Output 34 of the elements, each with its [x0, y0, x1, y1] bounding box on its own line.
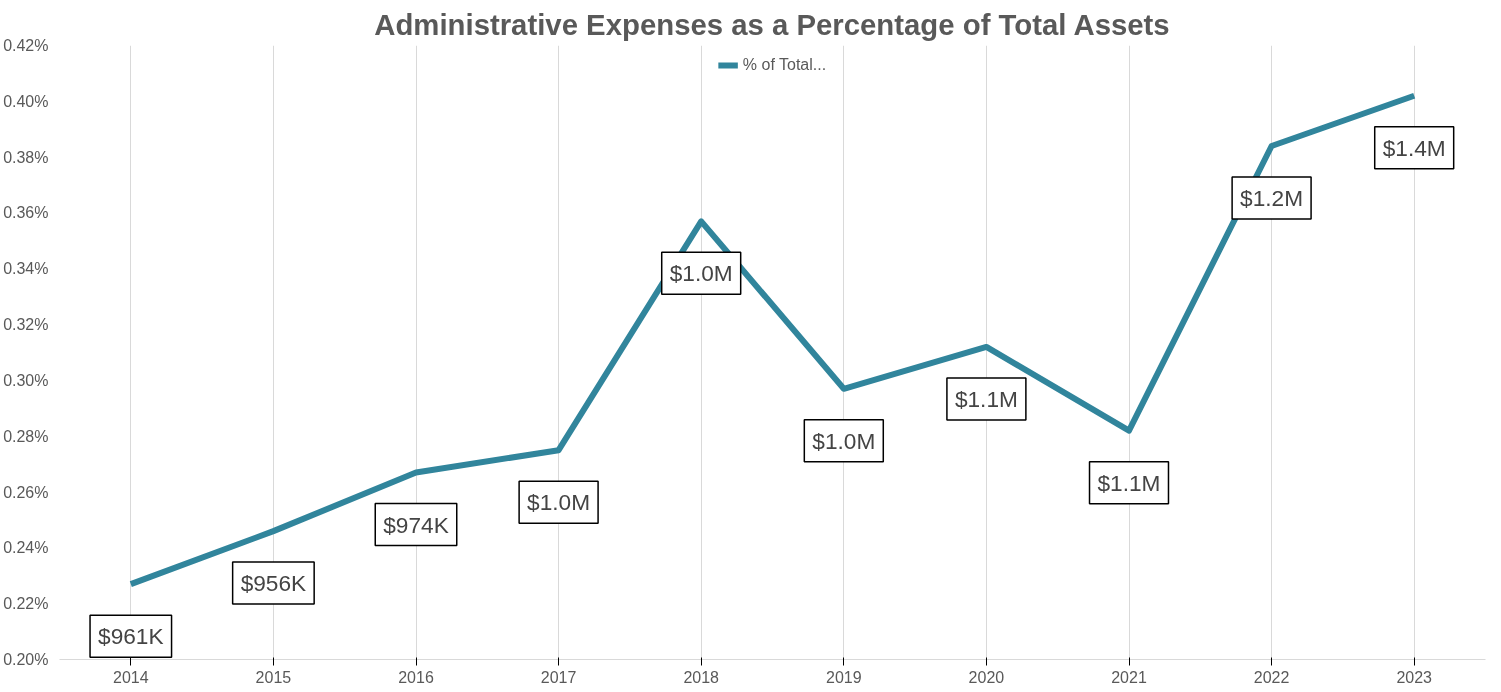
x-tick-label: 2018 — [683, 668, 720, 686]
y-tick-label: 0.36% — [3, 204, 49, 222]
annotation: $1.0M — [669, 260, 733, 287]
y-tick-label: 0.20% — [3, 651, 49, 668]
chart-title: Administrative Expenses as a Percentage of Total Assets — [374, 7, 1170, 41]
x-tick-label: 2014 — [113, 668, 149, 686]
y-tick-label: 0.30% — [3, 371, 49, 389]
annotation: $1.4M — [1382, 134, 1446, 161]
annotation: $956K — [240, 570, 307, 597]
y-tick-label: 0.38% — [3, 148, 49, 166]
x-tick-label: 2017 — [540, 668, 577, 686]
x-tick-label: 2016 — [398, 668, 434, 686]
y-tick-label: 0.28% — [3, 427, 49, 445]
x-tick-label: 2020 — [968, 668, 1005, 686]
annotation: $1.1M — [954, 385, 1018, 412]
legend-label: % of Total... — [742, 56, 827, 74]
y-tick-label: 0.32% — [3, 316, 49, 334]
y-tick-label: 0.22% — [3, 595, 49, 613]
x-tick-label: 2021 — [1111, 668, 1147, 686]
x-tick-label: 2015 — [255, 668, 292, 686]
y-tick-label: 0.42% — [3, 37, 49, 54]
x-tick-label: 2023 — [1396, 668, 1433, 686]
annotation: $1.1M — [1097, 469, 1161, 496]
annotation: $1.0M — [527, 489, 591, 516]
annotation: $1.2M — [1240, 184, 1304, 211]
annotation: $961K — [98, 623, 164, 650]
y-tick-label: 0.40% — [3, 92, 49, 110]
y-tick-label: 0.26% — [3, 483, 49, 501]
x-tick-label: 2019 — [826, 668, 862, 686]
x-tick-label: 2022 — [1253, 668, 1290, 686]
y-tick-label: 0.34% — [3, 260, 49, 278]
annotation: $1.0M — [812, 427, 876, 454]
y-tick-label: 0.24% — [3, 539, 49, 557]
annotation: $974K — [383, 511, 449, 538]
